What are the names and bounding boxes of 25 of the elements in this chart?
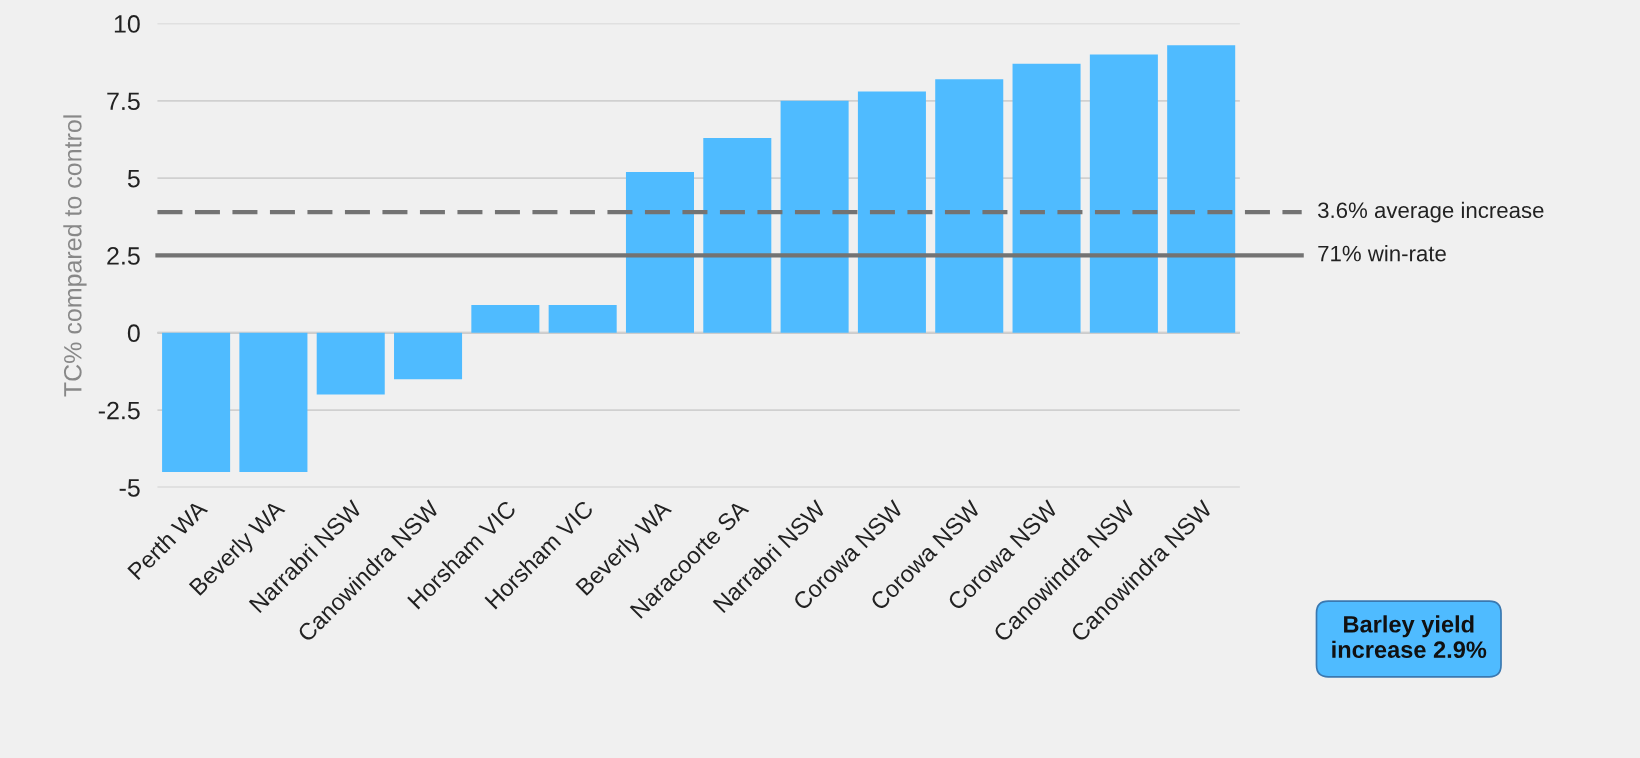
bar <box>625 171 694 333</box>
y-tick-label: 5 <box>127 169 140 188</box>
bar <box>857 91 926 333</box>
y-tick-label: 2.5 <box>107 247 140 265</box>
bar <box>780 100 849 333</box>
bar <box>1089 54 1158 333</box>
bar <box>1012 63 1081 333</box>
y-tick-label: -2.5 <box>98 401 140 420</box>
y-tick-label: 10 <box>114 15 140 33</box>
bar <box>703 137 772 333</box>
bar <box>162 332 231 472</box>
bar <box>239 332 308 472</box>
bar <box>548 304 617 333</box>
text: Barley yield increase 2.9% <box>1332 615 1487 659</box>
bar <box>316 332 385 395</box>
y-tick-label: 7.5 <box>107 92 140 111</box>
bar <box>394 332 463 380</box>
y-tick-label: 0 <box>127 324 140 343</box>
bar <box>1167 45 1236 333</box>
bar <box>935 79 1004 333</box>
ref-line-label: 3.6% average increase <box>1318 201 1544 223</box>
bar <box>471 304 540 333</box>
ref-line-label: 71% win-rate <box>1318 245 1446 262</box>
y-tick-label: -5 <box>119 479 140 497</box>
y-axis-title: TC% compared to control <box>63 115 87 397</box>
